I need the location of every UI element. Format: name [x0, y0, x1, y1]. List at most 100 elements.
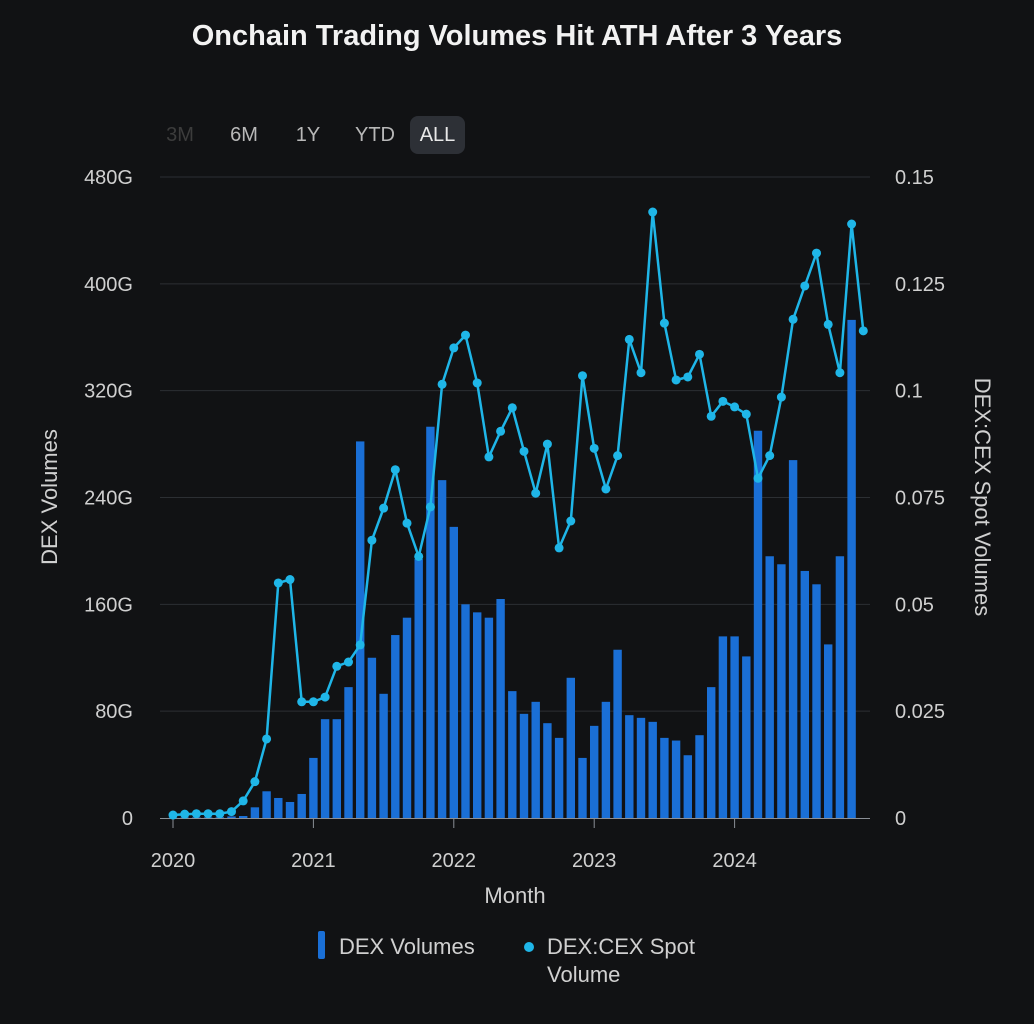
bar — [250, 807, 260, 818]
bar — [636, 717, 646, 818]
line-point — [308, 697, 318, 707]
bar — [344, 687, 353, 818]
bar — [753, 430, 763, 818]
bar — [496, 598, 505, 818]
line-point — [191, 809, 201, 819]
x-tick-label: 2021 — [291, 850, 336, 872]
line-point — [835, 368, 845, 378]
bar — [379, 693, 388, 818]
bar — [554, 737, 564, 818]
y-tick-label: 480G — [84, 167, 133, 189]
bar — [847, 319, 856, 818]
y-tick-label: 0 — [122, 808, 133, 830]
line-point — [589, 443, 599, 453]
legend-label-dex-volumes: DEX Volumes — [339, 934, 475, 959]
y2-axis-title: DEX:CEX Spot Volumes — [970, 378, 995, 616]
y-tick-label: 160G — [84, 594, 133, 616]
bar — [590, 725, 599, 818]
line-point — [180, 809, 190, 819]
bar — [320, 719, 330, 818]
bar — [402, 617, 412, 818]
line-point — [332, 661, 342, 671]
y-tick-label: 320G — [84, 381, 133, 403]
y2-tick-label: 0.15 — [895, 167, 934, 189]
line-point — [578, 371, 587, 381]
bar — [800, 570, 809, 818]
bar — [508, 691, 517, 818]
bar — [730, 636, 739, 818]
y2-tick-label: 0.1 — [895, 381, 923, 403]
y-axis-title: DEX Volumes — [37, 429, 62, 565]
line-point — [671, 375, 681, 385]
line-point — [484, 452, 494, 462]
line-point — [695, 349, 704, 359]
line-point — [449, 343, 459, 353]
line-point — [168, 810, 178, 820]
bar — [356, 441, 365, 818]
y-tick-label: 400G — [84, 274, 133, 296]
line-point — [227, 807, 236, 817]
bar — [707, 687, 716, 818]
x-tick-label: 2022 — [432, 850, 477, 872]
y2-tick-label: 0.05 — [895, 594, 934, 616]
line-point — [718, 396, 728, 406]
bar — [227, 816, 236, 818]
bar — [777, 564, 786, 818]
x-axis-title: Month — [484, 883, 545, 908]
bar — [824, 644, 833, 818]
line-point — [355, 640, 365, 650]
range-button-all[interactable]: ALL — [410, 116, 465, 154]
line-point — [542, 439, 552, 449]
range-button-3m: 3M — [166, 124, 194, 146]
bar — [531, 701, 540, 818]
bar — [765, 556, 774, 818]
range-button-ytd[interactable]: YTD — [355, 124, 395, 146]
bar — [683, 755, 692, 818]
bar — [543, 723, 552, 818]
line-point — [601, 484, 611, 494]
range-button-1y[interactable]: 1Y — [295, 124, 321, 146]
bar — [695, 735, 704, 818]
legend-bar-icon[interactable] — [318, 931, 325, 959]
bar — [660, 737, 669, 818]
bar — [671, 740, 681, 818]
bar — [578, 757, 587, 818]
y-tick-label: 240G — [84, 488, 133, 510]
line-point — [636, 368, 646, 378]
line-point — [788, 314, 798, 324]
bar — [519, 713, 529, 818]
range-button-6m[interactable]: 6M — [230, 124, 258, 146]
line-point — [250, 777, 260, 787]
line-point — [344, 657, 353, 667]
line-point — [554, 543, 564, 553]
line-point — [624, 334, 634, 344]
bar — [332, 719, 341, 818]
bar — [835, 556, 845, 818]
x-tick-label: 2020 — [151, 850, 196, 872]
line-point — [262, 734, 272, 744]
line-point — [613, 451, 623, 461]
bar — [718, 636, 728, 818]
line-point — [379, 503, 389, 513]
bar — [309, 757, 318, 818]
bar — [274, 797, 283, 818]
y2-tick-label: 0.125 — [895, 274, 945, 296]
bar — [625, 715, 634, 818]
y2-tick-label: 0.025 — [895, 701, 945, 723]
bar — [297, 793, 306, 818]
line-point — [847, 219, 857, 229]
line-point — [437, 379, 447, 389]
line-point — [753, 473, 763, 483]
bar — [239, 815, 248, 818]
line-point — [273, 578, 283, 588]
bar — [742, 656, 751, 818]
bar — [788, 460, 798, 818]
line-point — [566, 516, 576, 526]
line-point — [390, 465, 400, 475]
bar — [449, 526, 458, 818]
legend-line-icon[interactable] — [524, 942, 534, 952]
bar — [285, 801, 295, 818]
bar — [812, 584, 821, 818]
line-point — [519, 446, 529, 456]
bar — [391, 635, 400, 818]
